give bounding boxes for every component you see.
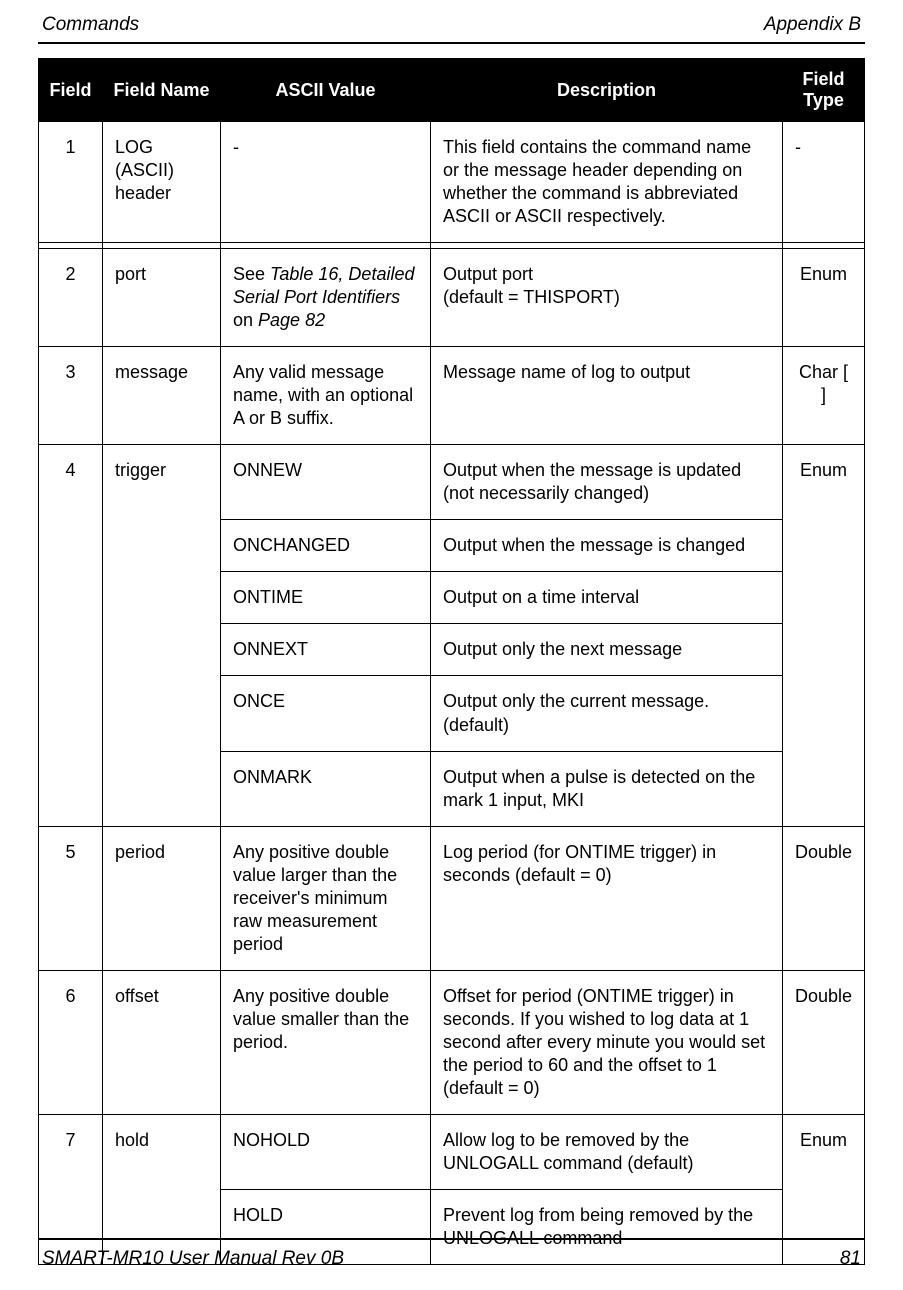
col-desc: Description — [431, 59, 783, 122]
cell-type: Char [ ] — [783, 347, 865, 445]
cell-type: Enum — [783, 445, 865, 826]
cell-desc: Output when the message is updated (not … — [431, 445, 783, 520]
cell-desc: Message name of log to output — [431, 347, 783, 445]
cell-ascii: Any valid message name, with an optional… — [221, 347, 431, 445]
cell-name: period — [103, 826, 221, 970]
col-type: Field Type — [783, 59, 865, 122]
cell-desc: Log period (for ONTIME trigger) in secon… — [431, 826, 783, 970]
text: on — [233, 310, 258, 330]
footer-left: SMART-MR10 User Manual Rev 0B — [42, 1248, 344, 1270]
cell-desc: Output port (default = THISPORT) — [431, 249, 783, 347]
cell-desc: Output on a time interval — [431, 572, 783, 624]
cell-ascii: ONCE — [221, 676, 431, 751]
cell-desc: Output only the current message. (defaul… — [431, 676, 783, 751]
cell-ascii: ONTIME — [221, 572, 431, 624]
cell-type: Enum — [783, 249, 865, 347]
cell-desc: Allow log to be removed by the UNLOGALL … — [431, 1114, 783, 1189]
cell-field: 1 — [39, 122, 103, 243]
cell-field: 3 — [39, 347, 103, 445]
cell-desc: This field contains the command name or … — [431, 122, 783, 243]
cell-type: Double — [783, 970, 865, 1114]
table-row: 6 offset Any positive double value small… — [39, 970, 865, 1114]
footer-rule — [38, 1238, 865, 1240]
cell-field: 4 — [39, 445, 103, 826]
footer-right: 81 — [840, 1248, 861, 1270]
commands-table: Field Field Name ASCII Value Description… — [38, 58, 865, 1265]
cell-type: - — [783, 122, 865, 243]
cell-ascii: ONNEXT — [221, 624, 431, 676]
cell-name: port — [103, 249, 221, 347]
cell-desc: Offset for period (ONTIME trigger) in se… — [431, 970, 783, 1114]
cell-name: trigger — [103, 445, 221, 826]
cell-desc: Output when the message is changed — [431, 520, 783, 572]
text-italic: Page 82 — [258, 310, 325, 330]
page: Commands Appendix B Field Field Name ASC… — [0, 0, 903, 1290]
page-footer: SMART-MR10 User Manual Rev 0B 81 — [38, 1238, 865, 1270]
cell-field: 2 — [39, 249, 103, 347]
table-row: 7 hold NOHOLD Allow log to be removed by… — [39, 1114, 865, 1189]
cell-field: 6 — [39, 970, 103, 1114]
header-rule — [38, 42, 865, 44]
cell-ascii: NOHOLD — [221, 1114, 431, 1189]
table-row: 5 period Any positive double value large… — [39, 826, 865, 970]
cell-ascii: - — [221, 122, 431, 243]
cell-name: LOG (ASCII) header — [103, 122, 221, 243]
col-field-name: Field Name — [103, 59, 221, 122]
header-left: Commands — [42, 14, 139, 36]
col-field: Field — [39, 59, 103, 122]
cell-name: offset — [103, 970, 221, 1114]
cell-ascii: Any positive double value larger than th… — [221, 826, 431, 970]
cell-ascii: Any positive double value smaller than t… — [221, 970, 431, 1114]
table-row: 1 LOG (ASCII) header - This field contai… — [39, 122, 865, 243]
cell-field: 5 — [39, 826, 103, 970]
cell-desc: Output when a pulse is detected on the m… — [431, 751, 783, 826]
table-header-row: Field Field Name ASCII Value Description… — [39, 59, 865, 122]
cell-ascii: ONNEW — [221, 445, 431, 520]
table-row: 4 trigger ONNEW Output when the message … — [39, 445, 865, 520]
table-row: 2 port See Table 16, Detailed Serial Por… — [39, 249, 865, 347]
header-right: Appendix B — [764, 14, 861, 36]
page-header: Commands Appendix B — [38, 14, 865, 42]
cell-type: Double — [783, 826, 865, 970]
table-row: 3 message Any valid message name, with a… — [39, 347, 865, 445]
cell-ascii: ONMARK — [221, 751, 431, 826]
cell-ascii: ONCHANGED — [221, 520, 431, 572]
cell-name: message — [103, 347, 221, 445]
text: See — [233, 264, 270, 284]
col-ascii: ASCII Value — [221, 59, 431, 122]
cell-ascii: See Table 16, Detailed Serial Port Ident… — [221, 249, 431, 347]
cell-desc: Output only the next message — [431, 624, 783, 676]
